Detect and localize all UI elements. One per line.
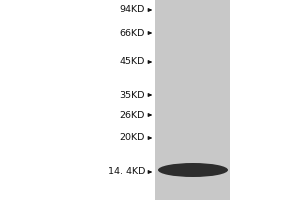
Text: 14. 4KD: 14. 4KD — [108, 168, 145, 176]
Text: 66KD: 66KD — [120, 28, 145, 38]
Text: 26KD: 26KD — [120, 110, 145, 119]
Text: 35KD: 35KD — [119, 90, 145, 99]
Text: 20KD: 20KD — [120, 134, 145, 142]
Ellipse shape — [158, 163, 228, 177]
Bar — [155, 0, 230, 200]
Text: 45KD: 45KD — [120, 58, 145, 66]
Text: 94KD: 94KD — [120, 5, 145, 15]
